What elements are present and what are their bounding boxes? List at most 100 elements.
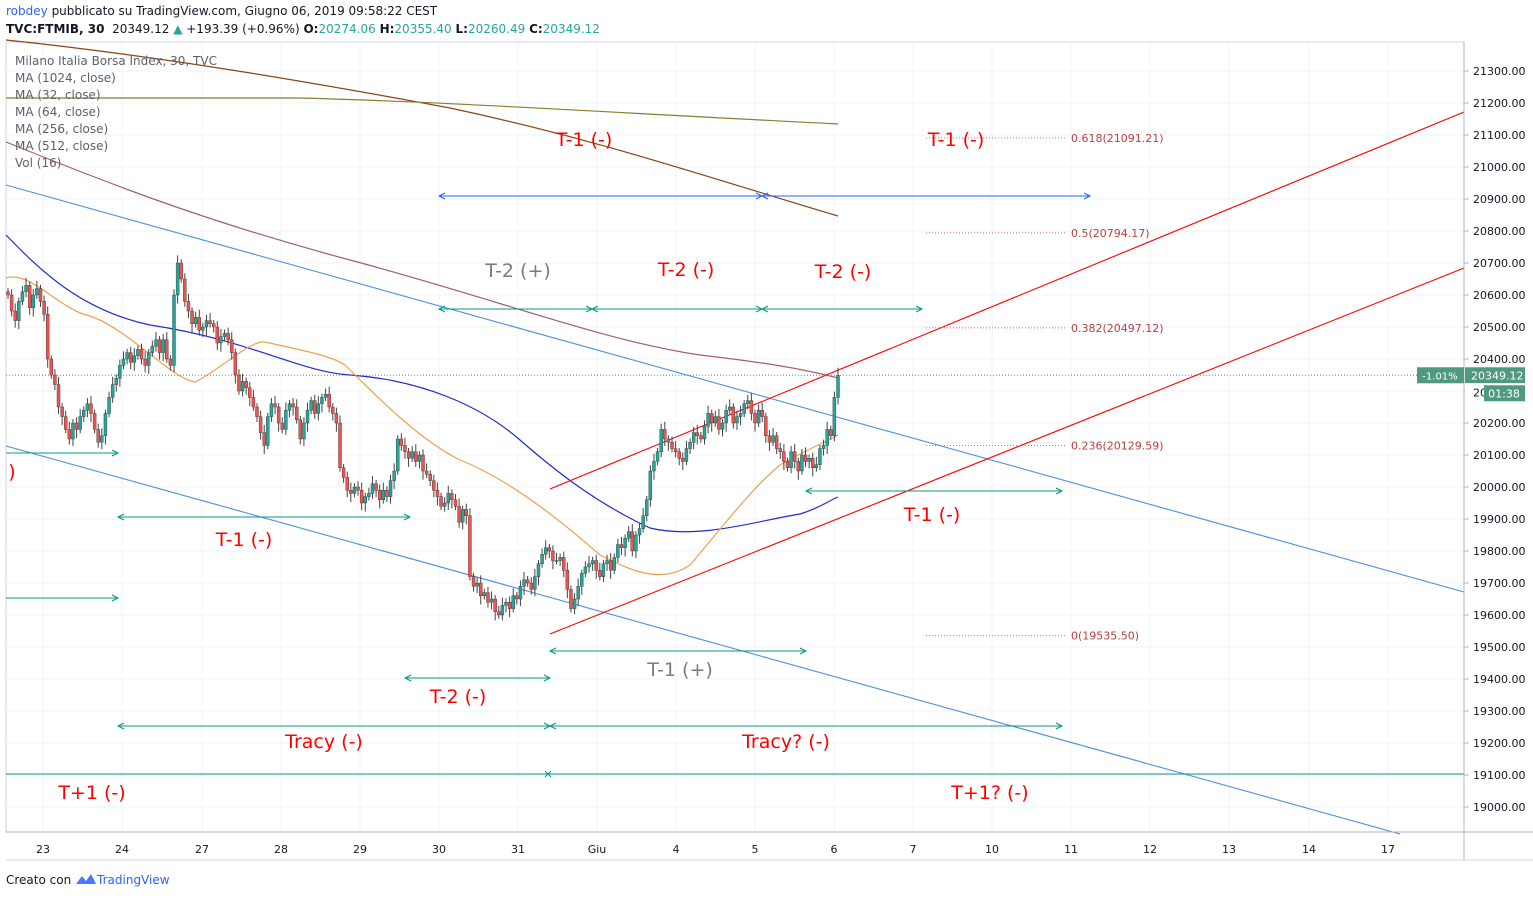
candle-body xyxy=(374,483,378,491)
candle-body xyxy=(248,387,252,398)
arrow-head-icon xyxy=(548,722,557,730)
candle-body xyxy=(338,422,342,468)
candle-body xyxy=(489,598,494,603)
candle-body xyxy=(688,442,692,449)
candle-body xyxy=(211,323,216,328)
candle-body xyxy=(645,499,649,516)
y-tick-label: 19100.00 xyxy=(1473,769,1526,782)
arrow-head-icon xyxy=(590,305,599,313)
arrow-head-icon xyxy=(437,305,446,313)
footer-brand[interactable]: TradingView xyxy=(97,873,170,887)
candle-body xyxy=(78,416,82,430)
candle-body xyxy=(746,400,750,405)
arrow-head-icon xyxy=(403,674,412,682)
candle-body xyxy=(792,451,797,462)
candle-body xyxy=(590,560,595,564)
author-link[interactable]: robdey xyxy=(6,4,48,18)
candle-body xyxy=(377,490,382,501)
candle-body xyxy=(284,410,288,430)
arrow-head-icon xyxy=(915,305,924,313)
candle-body xyxy=(410,451,414,459)
legend-item: MA (32, close) xyxy=(15,88,101,102)
countdown-text: 01:38 xyxy=(1488,387,1520,400)
candle-body xyxy=(691,432,696,443)
candle-body xyxy=(82,410,86,417)
up-triangle-icon: ▲ xyxy=(173,22,183,36)
candle-body xyxy=(543,547,548,555)
candle-body xyxy=(226,333,230,340)
candle-body xyxy=(45,314,50,360)
arrow-head-icon xyxy=(437,192,446,200)
candle-body xyxy=(403,445,407,452)
candle-body xyxy=(659,429,663,452)
price-hidden-label: 20 xyxy=(1473,386,1487,399)
candle-body xyxy=(172,294,176,366)
candle-body xyxy=(482,592,487,596)
fib-level-label: 0.5(20794.17) xyxy=(1071,227,1150,240)
price-chart[interactable]: 0.618(21091.21) 0.5(20794.17) 0.382(20497.… xyxy=(0,0,1533,866)
candle-body xyxy=(316,403,321,414)
candle-body xyxy=(237,374,241,392)
candle-body xyxy=(215,326,220,344)
y-tick-label: 19300.00 xyxy=(1473,705,1526,718)
candle-body xyxy=(720,422,725,430)
y-tick-label: 19900.00 xyxy=(1473,513,1526,526)
candle-body xyxy=(619,544,624,548)
annotation-label: T-1 (-) xyxy=(903,504,961,526)
candle-body xyxy=(821,445,826,449)
candle-body xyxy=(287,403,292,411)
fib-level-label: 0.236(20129.59) xyxy=(1071,440,1164,453)
candle-body xyxy=(493,598,497,613)
x-tick-label: Giu xyxy=(588,843,607,856)
annotation-label: Tracy (-) xyxy=(284,731,363,753)
fib-level-label: 0(19535.50) xyxy=(1071,630,1139,643)
y-tick-label: 21000.00 xyxy=(1473,161,1526,174)
candle-body xyxy=(515,595,519,600)
cross-marker-icon xyxy=(544,770,552,778)
candle-body xyxy=(652,461,656,472)
candle-body xyxy=(608,560,613,571)
candle-body xyxy=(31,294,35,309)
candle-body xyxy=(442,502,447,507)
tradingview-logo-icon xyxy=(76,874,97,884)
header-line-1: robdey pubblicato su TradingView.com, Gi… xyxy=(6,4,437,18)
candle-body xyxy=(471,576,476,587)
candle-body xyxy=(356,486,360,491)
candle-body xyxy=(554,560,559,562)
last-price: 20349.12 xyxy=(112,22,170,36)
candle-body xyxy=(525,579,530,584)
candle-body xyxy=(17,301,21,321)
high-label: H: xyxy=(379,22,395,36)
candle-body xyxy=(681,458,685,462)
y-tick-label: 19600.00 xyxy=(1473,609,1526,622)
candle-body xyxy=(569,589,573,609)
candle-body xyxy=(782,451,786,462)
annotation-label: T-1 (-) xyxy=(927,129,985,151)
arrow-head-icon xyxy=(804,487,813,495)
candle-body xyxy=(735,416,739,424)
candle-body xyxy=(396,438,400,472)
candle-body xyxy=(381,490,386,501)
candle-body xyxy=(92,413,97,430)
candle-body xyxy=(486,592,490,603)
arrow-head-icon xyxy=(116,722,125,730)
candle-body xyxy=(583,566,588,574)
candle-body xyxy=(576,586,580,600)
candle-body xyxy=(572,598,577,609)
candle-body xyxy=(327,394,331,408)
candle-body xyxy=(439,496,443,507)
candle-body xyxy=(74,422,79,430)
legend-item: Milano Italia Borsa Index, 30, TVC xyxy=(15,54,217,68)
candle-body xyxy=(709,413,714,424)
candle-body xyxy=(313,400,317,414)
candle-body xyxy=(190,310,194,325)
arrow-head-icon xyxy=(403,513,412,521)
candle-body xyxy=(507,602,512,609)
annotation-label: T-1 (+) xyxy=(646,659,713,681)
x-tick-label: 28 xyxy=(274,843,288,856)
x-tick-label: 4 xyxy=(673,843,680,856)
y-tick-label: 20200.00 xyxy=(1473,417,1526,430)
candle-body xyxy=(208,320,212,325)
x-tick-label: 17 xyxy=(1381,843,1395,856)
y-tick-label: 20600.00 xyxy=(1473,289,1526,302)
